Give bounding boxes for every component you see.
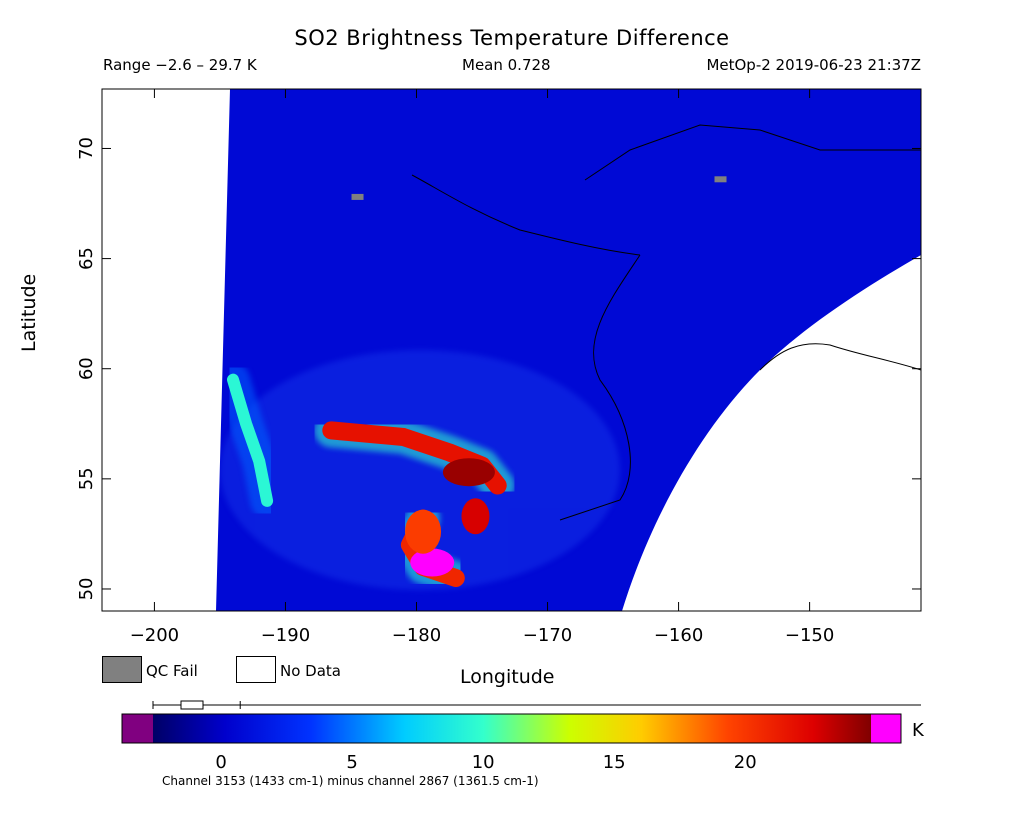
no-data-swatch	[236, 656, 276, 683]
colorbar-tick-label: 5	[346, 752, 357, 773]
west-arc	[227, 373, 274, 507]
plume-layer	[216, 124, 921, 595]
colorbar-tick-label: 10	[472, 752, 495, 773]
range-indicator-box	[180, 700, 204, 710]
y-tick-label: 50	[76, 578, 97, 601]
mean-info: Mean 0.728	[462, 56, 551, 74]
y-tick-label: 60	[76, 357, 97, 380]
colorbar-low-swatch	[122, 714, 153, 743]
colorbar-tick-label: 0	[215, 752, 226, 773]
plume-core-1	[410, 548, 455, 577]
plume-core-3	[461, 498, 490, 535]
colorbar-frame	[121, 713, 902, 744]
y-tick-label: 65	[76, 247, 97, 270]
colorbar-high-swatch	[871, 714, 901, 743]
qc-fail-label: QC Fail	[146, 662, 198, 680]
channel-footnote: Channel 3153 (1433 cm-1) minus channel 2…	[162, 774, 539, 788]
plume-core-0	[442, 458, 495, 487]
colorbar-unit-label: K	[912, 720, 924, 741]
range-info: Range −2.6 – 29.7 K	[103, 56, 257, 74]
colorbar-gradient	[153, 714, 871, 743]
x-axis-label: Longitude	[460, 666, 555, 688]
coastline	[411, 124, 921, 521]
x-tick-label: −190	[261, 625, 310, 646]
x-tick-label: −170	[523, 625, 572, 646]
y-tick-label: 70	[76, 137, 97, 160]
x-tick-label: −180	[392, 625, 441, 646]
colorbar-tick-label: 15	[603, 752, 626, 773]
chart-title: SO2 Brightness Temperature Difference	[294, 26, 730, 50]
y-tick-label: 55	[76, 467, 97, 490]
qc-fail-point-0	[351, 193, 364, 200]
background-haze	[220, 350, 620, 590]
plot-frame	[101, 88, 922, 612]
x-tick-label: −160	[654, 625, 703, 646]
no-data-label: No Data	[280, 662, 341, 680]
satellite-info: MetOp-2 2019-06-23 21:37Z	[706, 56, 921, 74]
x-tick-label: −150	[785, 625, 834, 646]
colorbar-tick-label: 20	[734, 752, 757, 773]
qc-fail-point-1	[714, 176, 727, 183]
plume-core-2	[405, 509, 442, 554]
y-axis-label: Latitude	[18, 273, 40, 352]
alaska-coast-east	[759, 343, 921, 371]
x-tick-label: −200	[130, 625, 179, 646]
qc-fail-swatch	[102, 656, 142, 683]
